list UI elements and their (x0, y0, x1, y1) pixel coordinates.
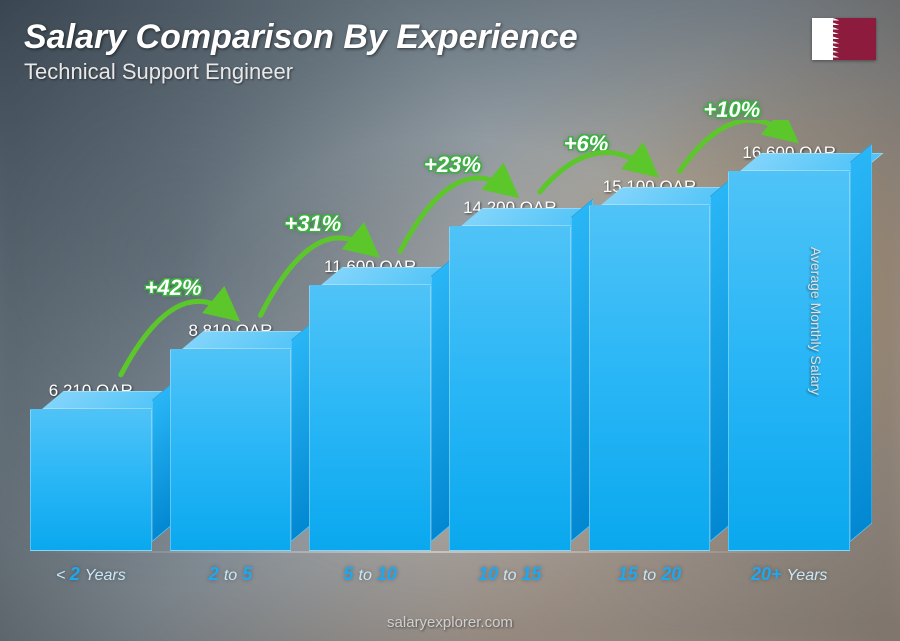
chart-title: Salary Comparison By Experience (24, 18, 876, 57)
bar-front-face (449, 226, 571, 551)
x-axis-label: 20+ Years (728, 564, 850, 585)
pct-increase-label: +31% (284, 211, 341, 237)
x-axis-label: < 2 Years (30, 564, 152, 585)
bar-group: 11,600 QAR (309, 257, 431, 551)
header: Salary Comparison By Experience Technica… (24, 18, 876, 85)
bar-chart: 6,210 QAR8,810 QAR11,600 QAR14,200 QAR15… (30, 120, 850, 581)
bar-front-face (309, 285, 431, 551)
bar (449, 226, 571, 551)
flag-maroon-band (833, 18, 876, 60)
pct-increase-label: +10% (703, 97, 760, 123)
x-axis-label: 10 to 15 (449, 564, 571, 585)
x-axis-label: 5 to 10 (309, 564, 431, 585)
x-axis-labels: < 2 Years 2 to 5 5 to 10 10 to 15 15 to 20 20… (30, 564, 850, 585)
y-axis-label: Average Monthly Salary (808, 246, 824, 394)
footer-attribution: salaryexplorer.com (0, 614, 900, 631)
pct-increase-label: +6% (564, 131, 609, 157)
bar-group: 14,200 QAR (449, 198, 571, 551)
bar (170, 349, 292, 551)
flag-white-band (812, 18, 833, 60)
bar-front-face (170, 349, 292, 551)
bar (309, 285, 431, 551)
bar-group: 6,210 QAR (30, 381, 152, 551)
bar-group: 15,100 QAR (589, 177, 711, 551)
chart-subtitle: Technical Support Engineer (24, 59, 876, 85)
x-axis-label: 2 to 5 (170, 564, 292, 585)
bar-group: 8,810 QAR (170, 321, 292, 551)
bar-front-face (589, 205, 711, 551)
bars-container: 6,210 QAR8,810 QAR11,600 QAR14,200 QAR15… (30, 120, 850, 551)
bar-front-face (728, 171, 850, 551)
bar (30, 409, 152, 551)
pct-increase-label: +23% (424, 152, 481, 178)
bar (589, 205, 711, 551)
pct-increase-label: +42% (145, 275, 202, 301)
bar-side-face (850, 144, 872, 542)
x-axis-label: 15 to 20 (589, 564, 711, 585)
qatar-flag-icon (812, 18, 876, 60)
bar-front-face (30, 409, 152, 551)
bar-group: 16,600 QAR (728, 143, 850, 551)
bar (728, 171, 850, 551)
